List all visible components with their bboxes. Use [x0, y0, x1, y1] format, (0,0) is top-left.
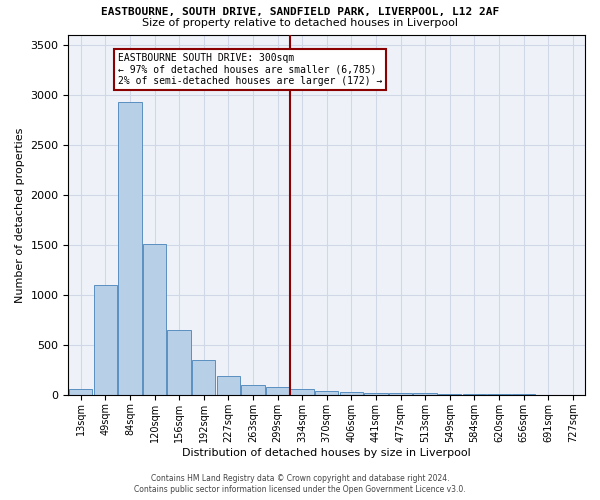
Text: Contains HM Land Registry data © Crown copyright and database right 2024.
Contai: Contains HM Land Registry data © Crown c… [134, 474, 466, 494]
Bar [241, 386, 265, 395]
Bar [167, 330, 191, 395]
Text: Size of property relative to detached houses in Liverpool: Size of property relative to detached ho… [142, 18, 458, 28]
Bar [389, 393, 412, 395]
Bar [413, 394, 437, 395]
Bar [94, 285, 117, 395]
Bar [69, 390, 92, 395]
Bar [438, 394, 461, 395]
Bar [364, 393, 388, 395]
Bar [192, 360, 215, 395]
Y-axis label: Number of detached properties: Number of detached properties [15, 127, 25, 302]
Text: EASTBOURNE, SOUTH DRIVE, SANDFIELD PARK, LIVERPOOL, L12 2AF: EASTBOURNE, SOUTH DRIVE, SANDFIELD PARK,… [101, 8, 499, 18]
Text: EASTBOURNE SOUTH DRIVE: 300sqm
← 97% of detached houses are smaller (6,785)
2% o: EASTBOURNE SOUTH DRIVE: 300sqm ← 97% of … [118, 53, 382, 86]
Bar [315, 391, 338, 395]
Bar [266, 388, 289, 395]
Bar [118, 102, 142, 395]
Bar [340, 392, 363, 395]
Bar [217, 376, 240, 395]
Bar [143, 244, 166, 395]
X-axis label: Distribution of detached houses by size in Liverpool: Distribution of detached houses by size … [182, 448, 471, 458]
Bar [290, 390, 314, 395]
